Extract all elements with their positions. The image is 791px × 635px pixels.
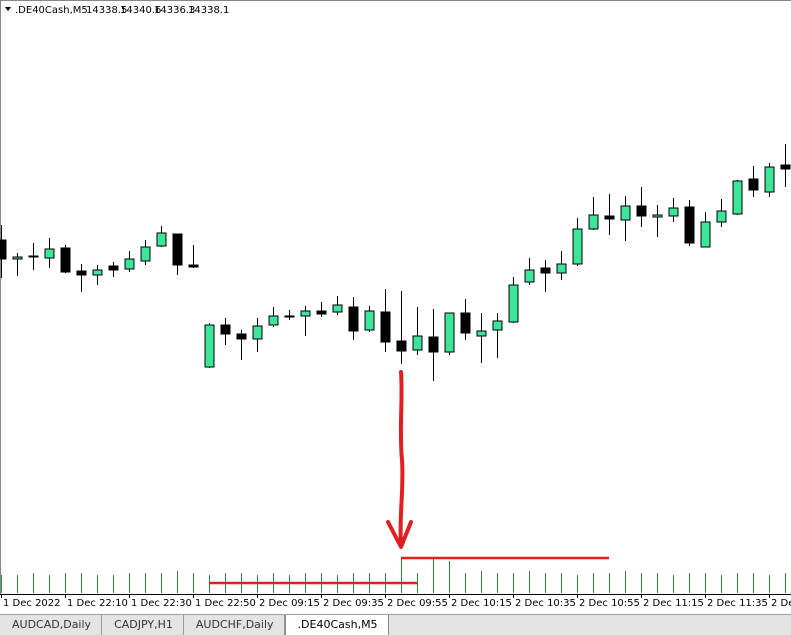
candle-body: [252, 325, 263, 340]
chart: .DE40Cash,M5 14338.514340.614336.314338.…: [0, 0, 791, 614]
candle-body: [316, 310, 327, 315]
candle-body: [732, 180, 743, 215]
candle-body: [700, 221, 711, 248]
x-tick-label: 2 Dec 11:35: [707, 598, 768, 609]
annotation: [209, 370, 609, 585]
candle-body: [748, 178, 759, 191]
x-tick-label: 1 Dec 22:30: [131, 598, 192, 609]
candle-body: [124, 258, 135, 270]
candle-body: [396, 340, 407, 352]
candle-body: [236, 333, 247, 340]
candle-body: [0, 239, 7, 260]
candle-body: [540, 267, 551, 274]
candle-body: [684, 206, 695, 244]
tab-bar: AUDCAD,Daily CADJPY,H1 AUDCHF,Daily .DE40Ca…: [0, 614, 791, 635]
symbol: .DE40Cash,M5: [15, 5, 88, 16]
arrow-head: [386, 520, 413, 549]
candle-body: [780, 164, 791, 170]
candle-body: [188, 264, 199, 268]
ohlc-value: 14338.1: [188, 5, 229, 16]
x-tick-label: 1 Dec 2022: [3, 598, 61, 609]
candle-body: [348, 306, 359, 332]
candle-body: [524, 269, 535, 283]
x-tick-label: 2 Dec 09:15: [259, 598, 320, 609]
candle-body: [572, 228, 583, 265]
background: [0, 0, 791, 614]
candle-body: [476, 330, 487, 337]
candle-body: [380, 311, 391, 343]
ohlc-value: 14340.6: [120, 5, 161, 16]
candle-body: [332, 304, 343, 313]
candle-body: [44, 248, 55, 259]
tab[interactable]: AUDCHF,Daily: [184, 615, 285, 635]
candle-body: [76, 270, 87, 276]
ohlc-value: 14338.5: [86, 5, 127, 16]
candle-body: [636, 205, 647, 217]
candle-body: [604, 215, 615, 220]
x-tick-label: 2 Dec 11:15: [643, 598, 704, 609]
candle-body: [300, 310, 311, 317]
candle-body: [508, 284, 519, 323]
candle-body: [140, 246, 151, 262]
candle-body: [620, 205, 631, 221]
candle-body: [652, 214, 663, 218]
candle-body: [156, 232, 167, 247]
candle-body: [588, 214, 599, 230]
tab[interactable]: CADJPY,H1: [102, 615, 184, 635]
ohlc-value: 14336.3: [154, 5, 195, 16]
candle-body: [492, 320, 503, 331]
x-tick-label: 2 Dec 10:15: [451, 598, 512, 609]
x-tick-label: 1 Dec 22:10: [67, 598, 128, 609]
candle-body: [364, 310, 375, 331]
candle-body: [60, 247, 71, 273]
candle-body: [172, 233, 183, 266]
arrow: [398, 370, 405, 548]
candle-body: [204, 324, 215, 368]
candle-body: [28, 255, 39, 258]
x-tick-label: 2 Dec 09:35: [323, 598, 384, 609]
tab[interactable]: AUDCAD,Daily: [0, 615, 103, 635]
x-tick-label: 2 Dec 09:55: [387, 598, 448, 609]
candle-body: [268, 315, 279, 326]
candle-body: [428, 336, 439, 353]
x-tick-label: 2 Dec: [771, 598, 791, 609]
candle-body: [460, 312, 471, 334]
candle-body: [220, 324, 231, 335]
x-tick-label: 2 Dec 10:55: [579, 598, 640, 609]
menu-icon[interactable]: [5, 7, 11, 11]
x-tick-label: 1 Dec 22:50: [195, 598, 256, 609]
candle-body: [412, 335, 423, 351]
candle-body: [668, 207, 679, 217]
x-tick-label: 2 Dec 10:35: [515, 598, 576, 609]
candle-body: [556, 263, 567, 274]
candle-body: [12, 256, 23, 260]
candle-body: [284, 315, 295, 318]
candle-body: [108, 265, 119, 271]
candle-body: [716, 210, 727, 223]
candle-body: [444, 312, 455, 353]
tab[interactable]: .DE40Cash,M5: [284, 615, 389, 635]
candle-body: [764, 166, 775, 193]
candle-body: [92, 269, 103, 276]
